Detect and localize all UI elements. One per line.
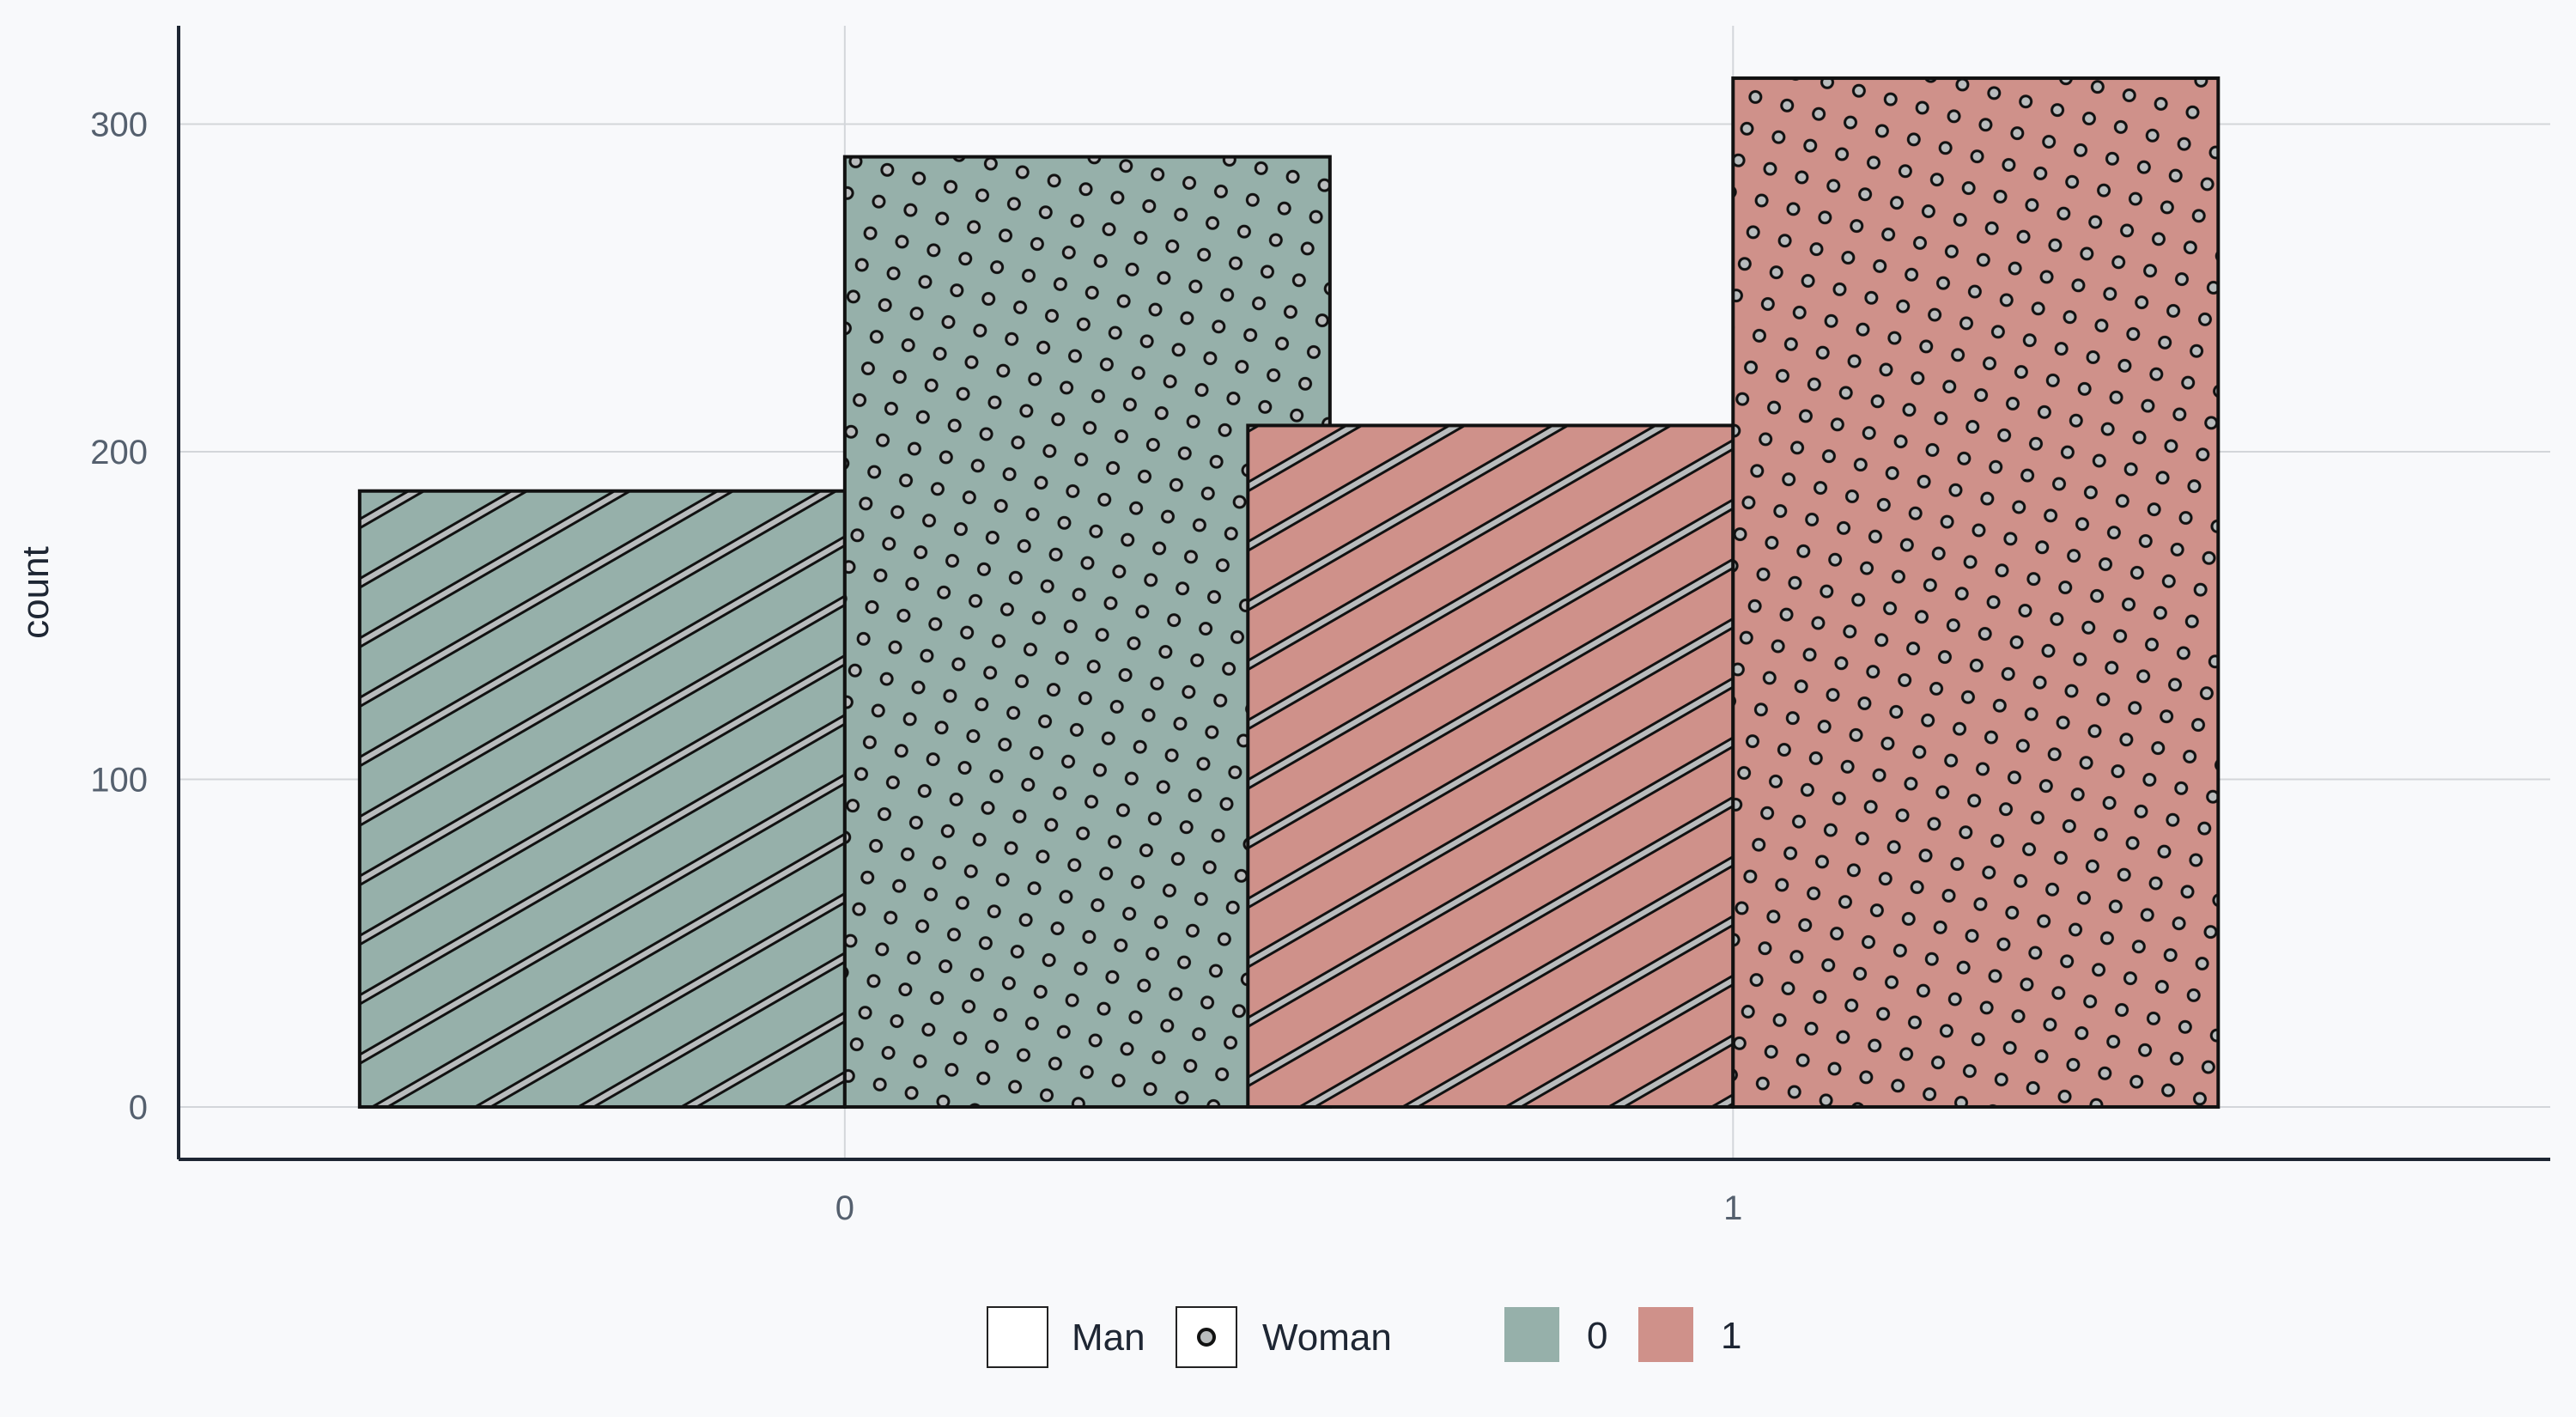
bar-pattern [359, 490, 845, 1107]
x-tick-label: 0 [835, 1189, 854, 1227]
y-tick-label: 300 [90, 106, 148, 143]
bar-pattern [1733, 78, 2219, 1107]
bar-pattern [1248, 425, 1734, 1107]
legend-label-woman: Woman [1262, 1317, 1392, 1359]
x-tick-label: 1 [1723, 1189, 1742, 1227]
y-axis-title: count [15, 546, 57, 639]
bar-woman-1 [1731, 76, 2221, 1109]
y-tick-label: 200 [90, 434, 148, 471]
bar-man-1 [1246, 423, 1735, 1109]
legend-key-man [987, 1306, 1048, 1368]
legend-label-fill-0: 0 [1587, 1315, 1607, 1357]
tick-labels: 0 100 200 300 0 1 [90, 106, 1742, 1227]
bars [357, 76, 2221, 1109]
legend-key-fill-1 [1638, 1307, 1693, 1362]
legend-key-fill-0 [1504, 1307, 1559, 1362]
legend-key-woman-dot [1197, 1328, 1216, 1347]
y-tick-label: 100 [90, 761, 148, 799]
axes [177, 26, 2550, 1161]
legend: Man Woman 0 1 [987, 1306, 1741, 1368]
bar-outline [1731, 76, 2221, 1109]
y-tick-label: 0 [129, 1089, 148, 1127]
legend-label-man: Man [1072, 1317, 1145, 1359]
bar-man-0 [357, 489, 847, 1109]
legend-label-fill-1: 1 [1721, 1315, 1741, 1357]
